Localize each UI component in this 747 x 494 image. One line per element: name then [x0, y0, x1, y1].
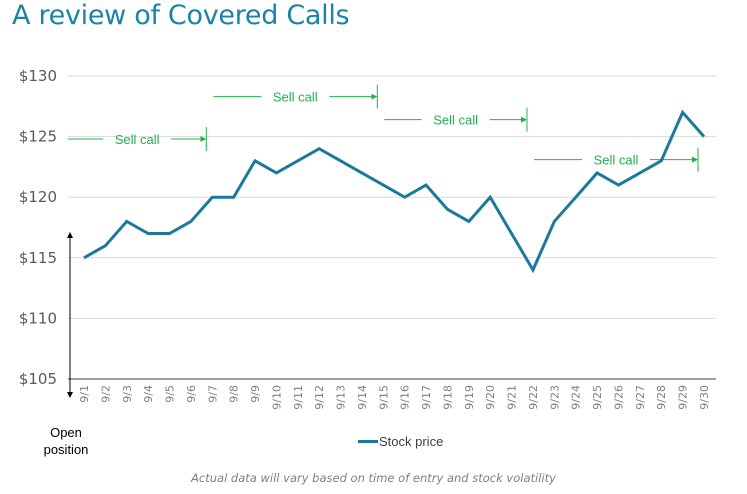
gridlines	[68, 75, 716, 380]
series-stock-price	[83, 109, 706, 274]
x-tick-label: 9/5	[164, 385, 177, 403]
sell-call-annotation: Sell call	[68, 127, 207, 152]
x-axis-ticks: 9/1 9/2 9/3 9/4 9/5 9/6 9/7 9/8 9/9 9/10 9/11 9/12 9…	[78, 385, 711, 410]
y-tick-label: $115	[19, 249, 57, 267]
legend-label-stock-price: Stock price	[379, 434, 444, 449]
annotation-label: Sell call	[115, 132, 160, 147]
caption: Actual data will vary based on time of e…	[191, 471, 556, 485]
y-axis-ticks: $105 $110 $115 $120 $125 $130	[19, 67, 57, 388]
page-title: A review of Covered Calls	[12, 0, 350, 31]
x-tick-label: 9/25	[591, 385, 604, 410]
sell-call-annotations: Sell call Sell call Sell call Sell call	[68, 84, 699, 172]
x-tick-label: 9/29	[677, 385, 690, 410]
x-tick-label: 9/28	[655, 385, 668, 410]
x-tick-label: 9/23	[548, 385, 561, 410]
x-tick-label: 9/10	[270, 385, 283, 410]
x-tick-label: 9/19	[463, 385, 476, 410]
x-tick-label: 9/21	[506, 385, 519, 410]
y-tick-label: $110	[19, 309, 57, 327]
legend-swatch-stock-price	[358, 440, 378, 443]
legend: Stock price	[358, 434, 443, 449]
annotation-label: Sell call	[594, 153, 639, 168]
x-tick-label: 9/15	[377, 385, 390, 410]
x-tick-label: 9/3	[121, 385, 134, 403]
sell-call-annotation: Sell call	[384, 107, 528, 132]
x-tick-label: 9/1	[78, 385, 91, 403]
x-tick-label: 9/17	[420, 385, 433, 410]
x-tick-label: 9/20	[484, 385, 497, 410]
series-line-stock-price	[83, 109, 706, 274]
y-tick-label: $120	[19, 188, 57, 206]
open-position-label: Open position	[43, 425, 89, 457]
y-tick-label: $105	[19, 370, 57, 388]
x-tick-label: 9/4	[142, 385, 155, 403]
x-tick-label: 9/22	[527, 385, 540, 410]
x-tick-label: 9/2	[99, 385, 112, 403]
x-tick-label: 9/14	[356, 385, 369, 410]
x-tick-label: 9/12	[313, 385, 326, 410]
x-tick-label: 9/27	[634, 385, 647, 410]
x-tick-label: 9/9	[249, 385, 262, 403]
x-tick-label: 9/7	[206, 385, 219, 403]
sell-call-annotation: Sell call	[213, 84, 378, 109]
x-tick-label: 9/26	[612, 385, 625, 410]
annotation-label: Sell call	[273, 90, 318, 105]
y-tick-label: $125	[19, 128, 57, 146]
x-tick-label: 9/16	[399, 385, 412, 410]
y-tick-label: $130	[19, 67, 57, 85]
x-tick-label: 9/13	[335, 385, 348, 410]
x-tick-label: 9/18	[441, 385, 454, 410]
x-tick-label: 9/6	[185, 385, 198, 403]
x-tick-label: 9/11	[292, 385, 305, 410]
x-tick-label: 9/8	[228, 385, 241, 403]
x-tick-label: 9/24	[570, 385, 583, 410]
x-tick-label: 9/30	[698, 385, 711, 410]
sell-call-annotation: Sell call	[533, 147, 699, 172]
annotation-label: Sell call	[433, 113, 478, 128]
